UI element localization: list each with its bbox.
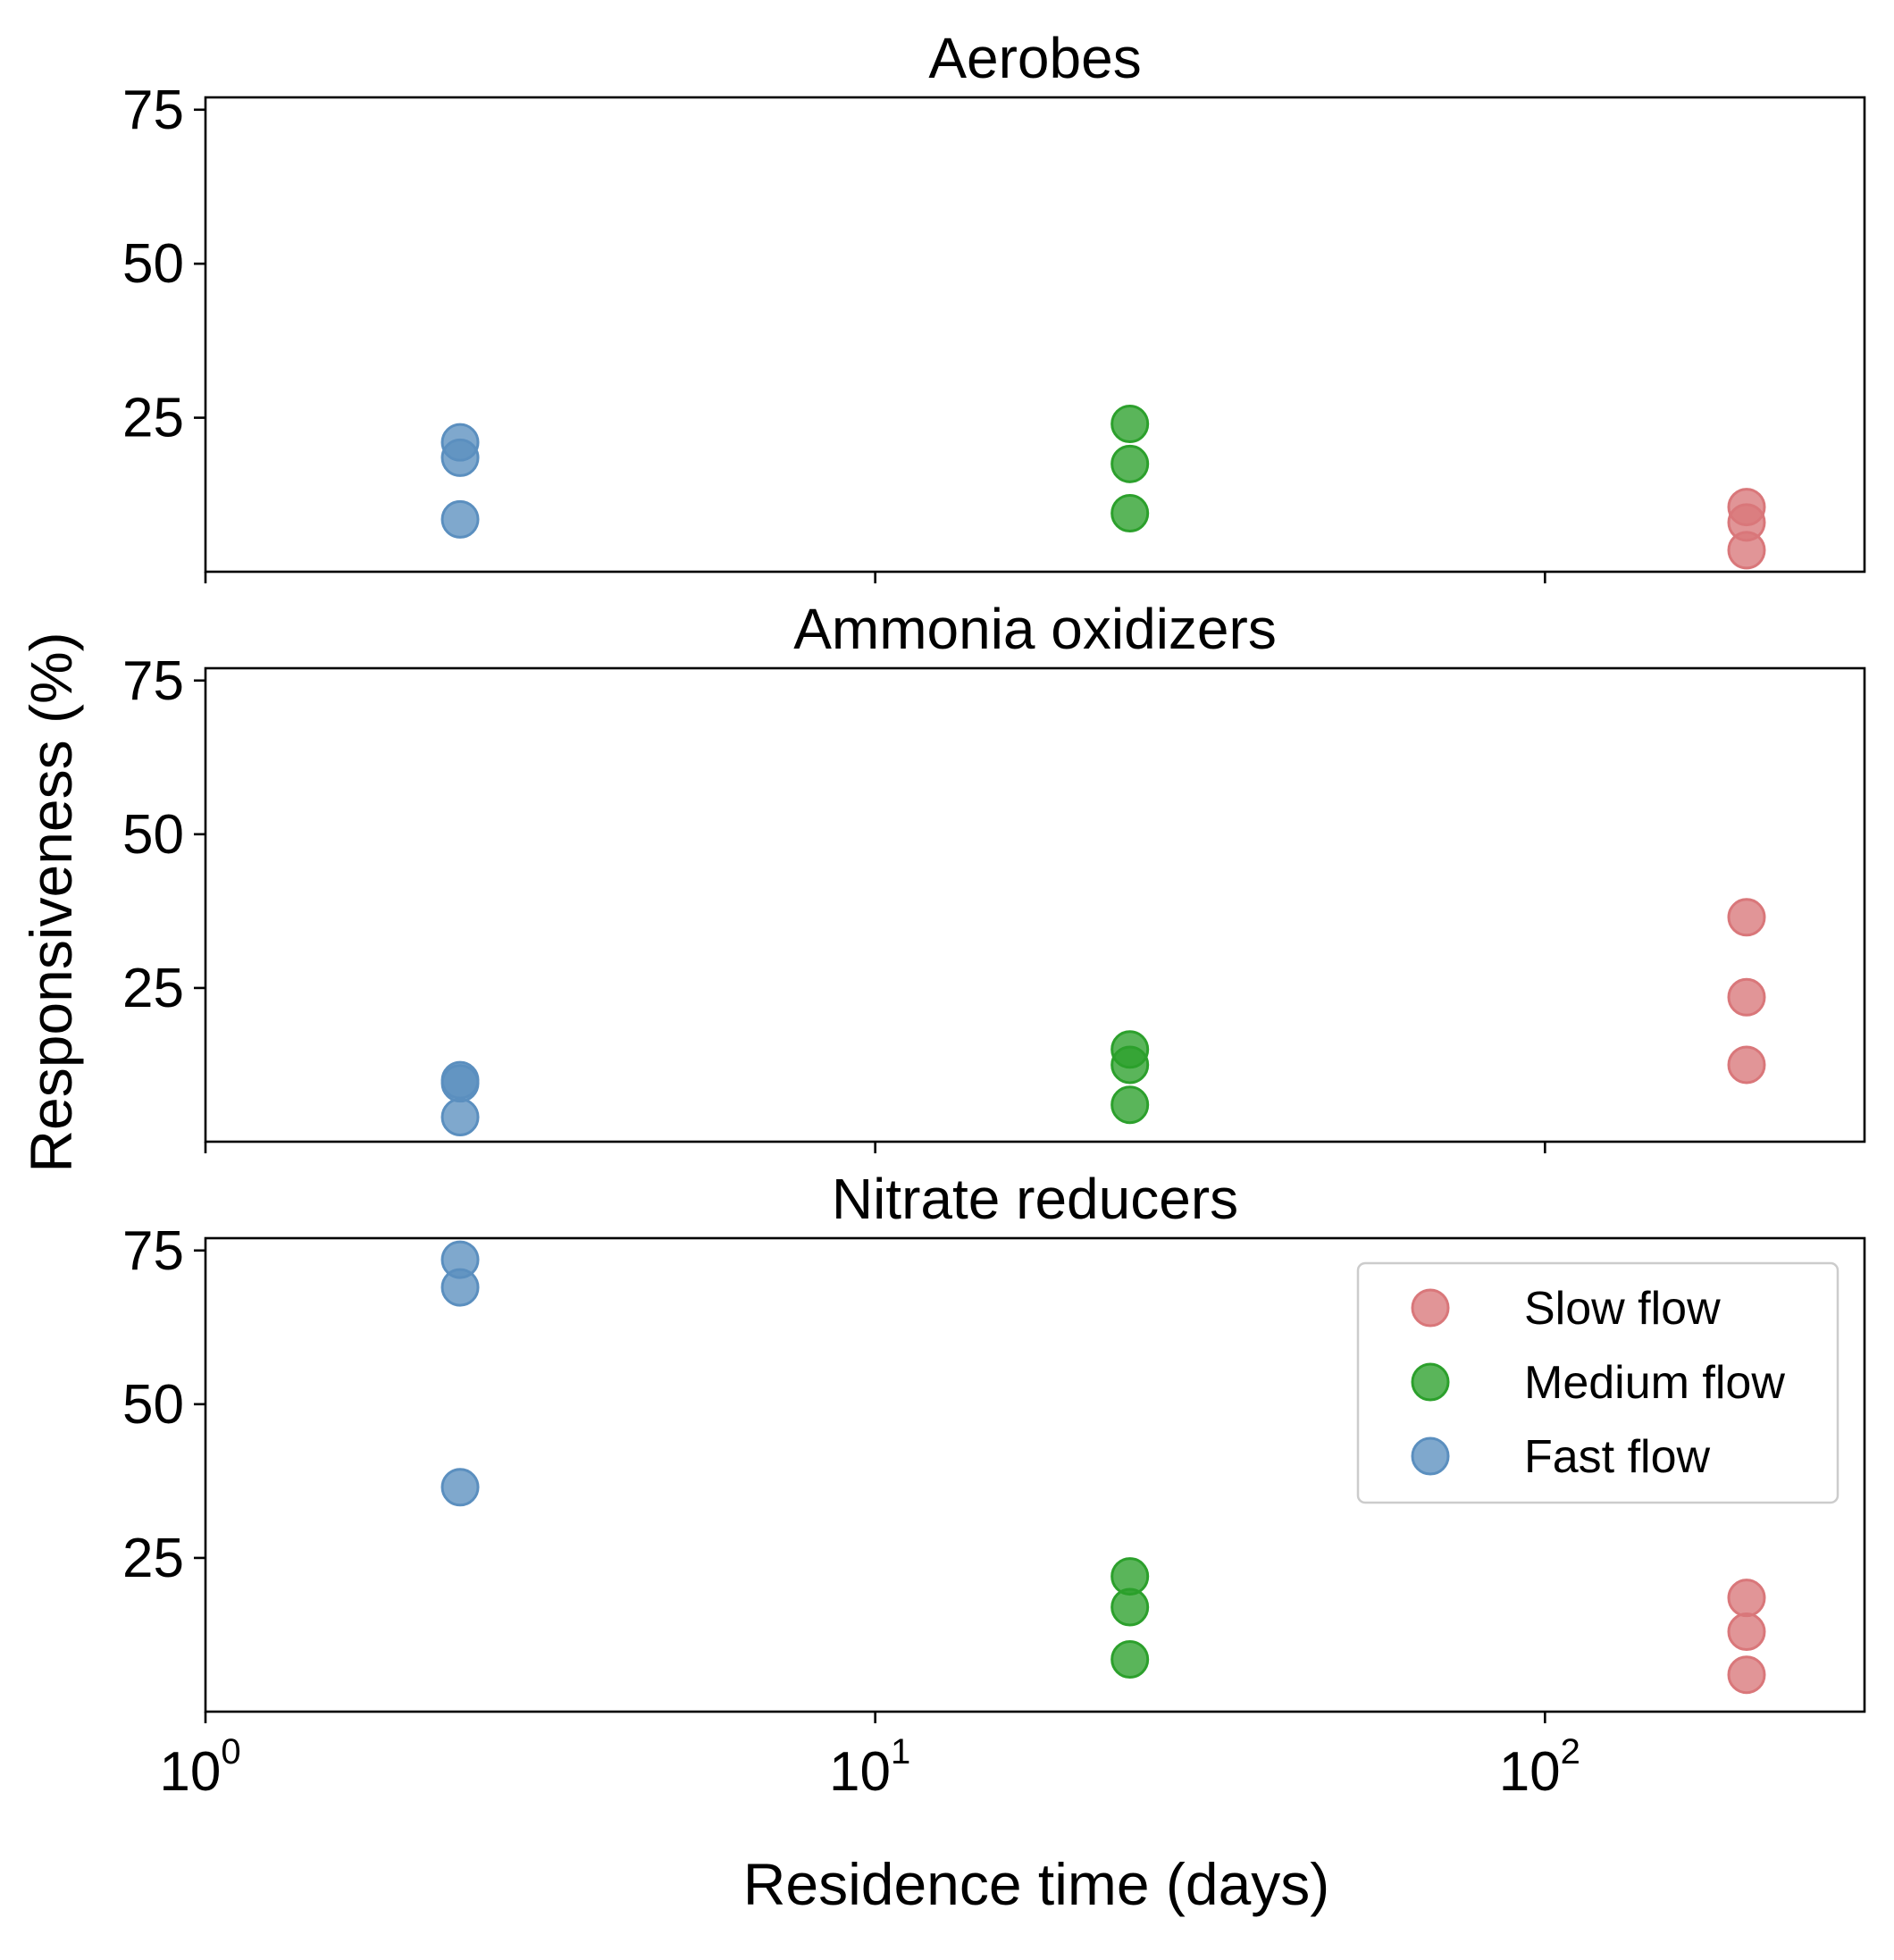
point-fast-flow: [440, 1468, 480, 1507]
point-slow-flow: [1727, 531, 1766, 570]
y-tick-label: 50: [122, 1374, 184, 1436]
panel-aerobes: Aerobes 25 50 75: [122, 26, 1866, 583]
legend: Slow flow Medium flow Fast flow: [1356, 1261, 1840, 1504]
x-axis-label: Residence time (days): [743, 1851, 1330, 1917]
point-slow-flow: [1727, 977, 1766, 1017]
point-slow-flow: [1727, 898, 1766, 937]
panel-title: Aerobes: [928, 26, 1141, 90]
point-slow-flow: [1727, 1655, 1766, 1695]
legend-label-fast-flow: Fast flow: [1524, 1431, 1710, 1483]
panel-frame: [204, 666, 1866, 1143]
panel-title: Ammonia oxidizers: [793, 597, 1277, 661]
legend-marker-fast-flow: [1411, 1436, 1450, 1476]
point-fast-flow: [440, 499, 480, 539]
point-fast-flow: [440, 438, 480, 477]
y-tick-label: 25: [122, 1528, 184, 1589]
point-slow-flow: [1727, 1612, 1766, 1652]
y-tick-label: 25: [122, 958, 184, 1019]
y-tick-label: 50: [122, 804, 184, 866]
y-tick-label: 25: [122, 388, 184, 449]
panel-ammonia-oxidizers: Ammonia oxidizers 25 50 75: [122, 597, 1866, 1153]
point-fast-flow: [440, 1268, 480, 1307]
y-tick-label: 50: [122, 233, 184, 295]
x-tick-label: 100: [159, 1732, 240, 1803]
point-medium-flow: [1110, 1587, 1150, 1627]
legend-label-medium-flow: Medium flow: [1524, 1357, 1785, 1409]
point-fast-flow: [440, 1064, 480, 1103]
point-medium-flow: [1110, 444, 1150, 483]
point-medium-flow: [1110, 404, 1150, 443]
y-tick-label: 75: [122, 650, 184, 712]
point-fast-flow: [440, 1097, 480, 1136]
legend-marker-medium-flow: [1411, 1362, 1450, 1402]
point-slow-flow: [1727, 1579, 1766, 1618]
legend-label-slow-flow: Slow flow: [1524, 1283, 1721, 1335]
point-medium-flow: [1110, 1639, 1150, 1679]
y-tick-label: 75: [122, 80, 184, 141]
panel-frame: [204, 1236, 1866, 1713]
panel-frame: [204, 96, 1866, 574]
panel-title: Nitrate reducers: [832, 1167, 1238, 1231]
y-tick-label: 75: [122, 1220, 184, 1282]
legend-marker-slow-flow: [1411, 1288, 1450, 1328]
point-medium-flow: [1110, 1045, 1150, 1085]
panel-nitrate-reducers: Nitrate reducers 25 50 75 100 101 102 Slow flow…: [122, 1167, 1866, 1803]
x-tick-label: 102: [1499, 1732, 1580, 1803]
x-tick-label: 101: [829, 1732, 910, 1803]
y-axis-label: Responsiveness (%): [18, 632, 84, 1172]
legend-box: [1356, 1261, 1840, 1504]
point-medium-flow: [1110, 1085, 1150, 1125]
point-slow-flow: [1727, 1045, 1766, 1085]
point-medium-flow: [1110, 493, 1150, 532]
